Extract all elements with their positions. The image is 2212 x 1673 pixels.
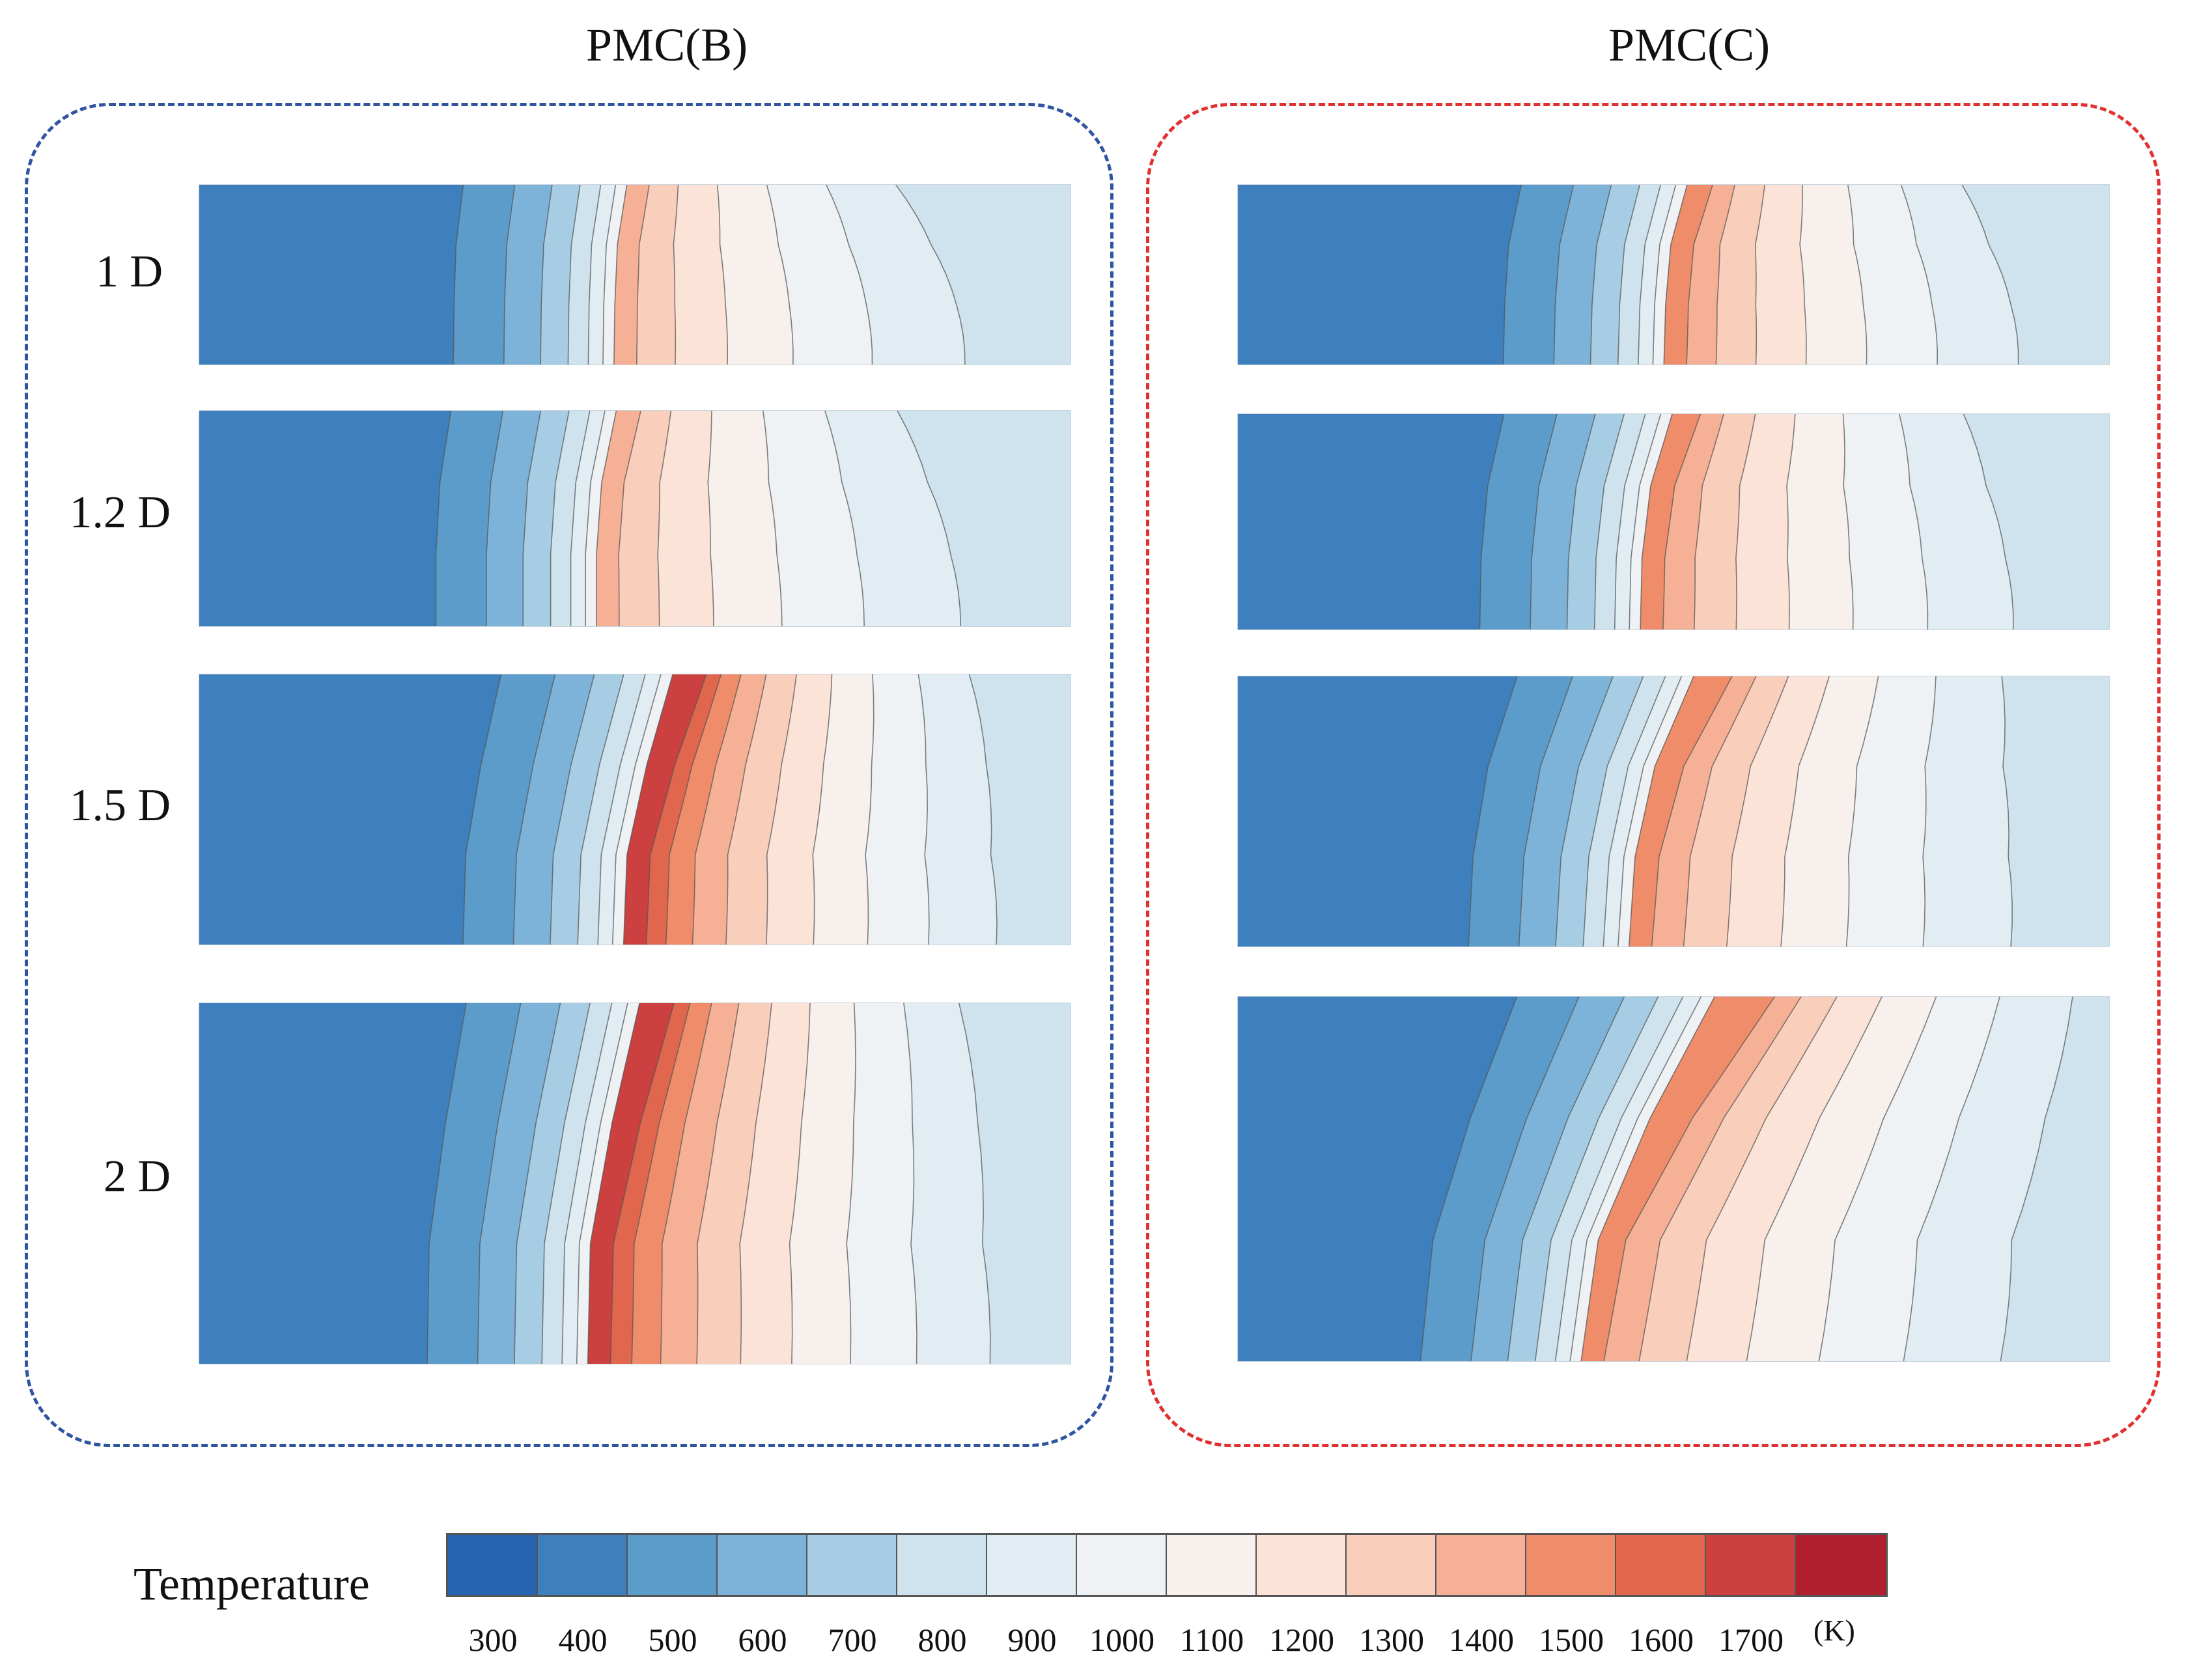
colorbar-tick-label: 1600 <box>1629 1622 1694 1658</box>
contour-panel <box>199 410 1071 627</box>
contour-svg <box>199 410 1071 627</box>
colorbar-swatch <box>1526 1535 1616 1595</box>
colorbar-swatch <box>448 1535 538 1595</box>
colorbar-title: Temperature <box>133 1558 370 1610</box>
colorbar-swatch <box>1706 1535 1796 1595</box>
colorbar-unit: (K) <box>1813 1614 1855 1647</box>
contour-band <box>1961 184 2110 365</box>
contour-band <box>2001 676 2110 947</box>
colorbar-tick-label: 1700 <box>1718 1622 1784 1658</box>
contour-svg <box>1237 996 2110 1362</box>
contour-band <box>958 1002 1071 1364</box>
contour-band <box>896 410 1071 627</box>
colorbar-swatch <box>1167 1535 1257 1595</box>
panel-border <box>1237 996 2110 1362</box>
row-label-2d: 2 D <box>103 1152 171 1202</box>
colorbar-tick-label: 1100 <box>1179 1622 1244 1658</box>
colorbar-tick-label: 300 <box>468 1622 518 1658</box>
contour-panel <box>199 184 1071 365</box>
panel-border <box>1237 676 2110 947</box>
colorbar <box>446 1533 1888 1597</box>
contour-svg <box>1237 413 2110 630</box>
colorbar-tick-label: 1000 <box>1089 1622 1155 1658</box>
group-title-pmc-c: PMC(C) <box>1608 19 1771 71</box>
contour-panel <box>199 1002 1071 1364</box>
group-title-pmc-b: PMC(B) <box>586 19 748 71</box>
colorbar-tick-label: 1400 <box>1449 1622 1514 1658</box>
panel-border <box>1237 184 2110 365</box>
colorbar-tick-label: 1200 <box>1269 1622 1334 1658</box>
colorbar-swatch <box>807 1535 897 1595</box>
contour-svg <box>1237 184 2110 365</box>
contour-band <box>895 184 1071 365</box>
colorbar-tick-label: 700 <box>828 1622 877 1658</box>
panel-border <box>199 674 1071 945</box>
group-frame-pmc-b <box>25 103 1113 1447</box>
contour-svg <box>199 1002 1071 1364</box>
colorbar-swatch <box>1347 1535 1436 1595</box>
colorbar-tick-label: 500 <box>648 1622 697 1658</box>
group-frame-pmc-c <box>1146 103 2161 1447</box>
colorbar-swatch <box>718 1535 807 1595</box>
contour-svg <box>199 184 1071 365</box>
row-label-1-5d: 1.5 D <box>69 781 171 831</box>
contour-svg <box>1237 676 2110 947</box>
colorbar-tick-label: 600 <box>738 1622 787 1658</box>
colorbar-swatch <box>1257 1535 1347 1595</box>
contour-panel <box>1237 676 2110 947</box>
row-label-1-2d: 1.2 D <box>69 488 171 538</box>
panel-border <box>199 1002 1071 1364</box>
colorbar-tick-label: 1500 <box>1539 1622 1604 1658</box>
colorbar-swatch <box>1436 1535 1526 1595</box>
colorbar-swatch <box>1616 1535 1706 1595</box>
contour-panel <box>1237 413 2110 630</box>
colorbar-swatch <box>538 1535 628 1595</box>
contour-panel <box>1237 184 2110 365</box>
panel-border <box>1237 413 2110 630</box>
colorbar-swatch <box>1077 1535 1167 1595</box>
row-label-1d: 1 D <box>95 247 163 297</box>
panel-border <box>199 184 1071 365</box>
contour-band <box>1963 413 2110 630</box>
colorbar-swatch <box>1796 1535 1886 1595</box>
colorbar-swatch <box>987 1535 1077 1595</box>
colorbar-swatch <box>628 1535 718 1595</box>
contour-panel <box>1237 996 2110 1362</box>
contour-band <box>2000 996 2110 1362</box>
colorbar-tick-label: 1300 <box>1359 1622 1424 1658</box>
colorbar-tick-label: 400 <box>558 1622 608 1658</box>
contour-panel <box>199 674 1071 945</box>
panel-border <box>199 410 1071 627</box>
colorbar-swatch <box>897 1535 987 1595</box>
colorbar-tick-label: 800 <box>917 1622 967 1658</box>
contour-svg <box>199 674 1071 945</box>
colorbar-tick-label: 900 <box>1007 1622 1057 1658</box>
contour-band <box>968 674 1071 945</box>
